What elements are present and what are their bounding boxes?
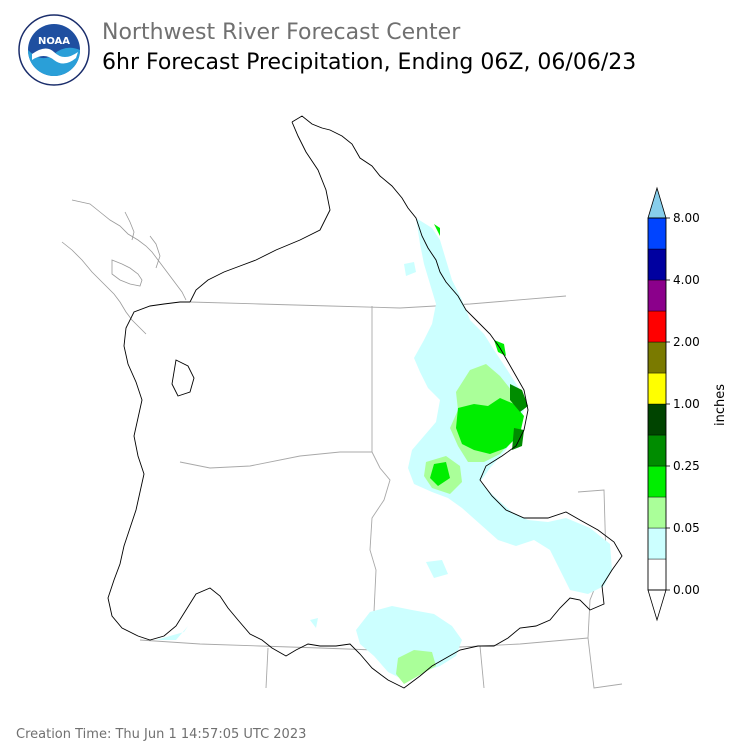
precipitation-map [61, 115, 623, 689]
header: NOAA Northwest River Forecast Center 6hr… [0, 0, 756, 100]
precip-0.00-0.05 [156, 218, 612, 680]
colorbar-bin [647, 217, 667, 250]
colorbar-under-triangle [647, 589, 667, 622]
basin-outline [107, 115, 623, 689]
wy-ut-border [587, 637, 623, 689]
colorbar-tick-label: 4.00 [673, 273, 700, 287]
wa-or-border [179, 451, 372, 469]
colorbar-tick-label: 0.05 [673, 521, 700, 535]
colorbar-bin [647, 372, 667, 405]
colorbar-tick-label: 1.00 [673, 397, 700, 411]
org-title: Northwest River Forecast Center [102, 20, 461, 45]
colorbar-tick-label: 0.00 [673, 583, 700, 597]
colorbar-bin [647, 341, 667, 374]
colorbar-bin [647, 434, 667, 467]
us-canada-border [189, 295, 567, 309]
logo-text: NOAA [38, 36, 70, 47]
canada-coastline [61, 199, 187, 335]
or-ca-nv-border [139, 639, 375, 651]
creation-time: Creation Time: Thu Jun 1 14:57:05 UTC 20… [16, 727, 307, 742]
colorbar-bin [647, 558, 667, 591]
colorbar-legend: 0.00 0.05 0.25 1.00 2.00 4.00 8.00 inches [647, 186, 728, 622]
colorbar-bin [647, 310, 667, 343]
colorbar-bin [647, 465, 667, 498]
product-title: 6hr Forecast Precipitation, Ending 06Z, … [102, 50, 637, 75]
colorbar-bins [647, 186, 667, 622]
precip-1.00-plus [510, 384, 528, 450]
or-id-border [369, 451, 391, 613]
colorbar-over-triangle [647, 186, 667, 219]
legend-unit-label: inches [713, 384, 728, 426]
colorbar-ticks: 0.00 0.05 0.25 1.00 2.00 4.00 8.00 [666, 211, 700, 597]
nv-ut-stub [479, 645, 485, 689]
colorbar-tick-label: 8.00 [673, 211, 700, 225]
colorbar-tick-label: 0.25 [673, 459, 700, 473]
colorbar-bin [647, 496, 667, 529]
colorbar-bin [647, 248, 667, 281]
noaa-logo: NOAA [18, 14, 90, 86]
colorbar-bin [647, 279, 667, 312]
colorbar-tick-label: 2.00 [673, 335, 700, 349]
colorbar-bin [647, 527, 667, 560]
colorbar-bin [647, 403, 667, 436]
ca-nv-stub [265, 647, 269, 689]
